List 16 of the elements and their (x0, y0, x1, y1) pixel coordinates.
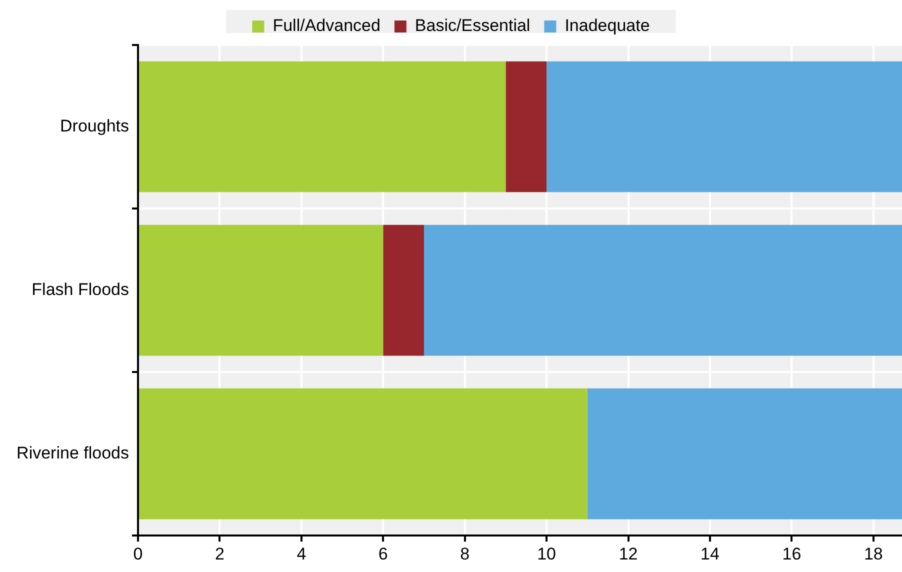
x-tick-label: 18 (864, 544, 883, 564)
y-tick-label: Flash Floods (32, 280, 129, 299)
x-tick-label: 2 (214, 544, 224, 564)
x-tick-label: 14 (700, 544, 720, 564)
x-tick-label: 6 (378, 544, 388, 564)
legend-label: Basic/Essential (414, 16, 530, 36)
y-tick-label: Riverine floods (16, 444, 129, 463)
x-tick-label: 4 (296, 544, 306, 564)
legend-label: Full/Advanced (272, 16, 380, 36)
x-tick-label: 10 (537, 544, 556, 564)
x-tick-label: 12 (618, 544, 638, 564)
y-tick-label: Droughts (60, 116, 129, 136)
x-tick-label: 0 (133, 544, 143, 564)
legend-label: Inadequate (564, 16, 650, 36)
x-tick-label: 16 (782, 544, 802, 564)
x-tick-label: 8 (460, 544, 470, 564)
